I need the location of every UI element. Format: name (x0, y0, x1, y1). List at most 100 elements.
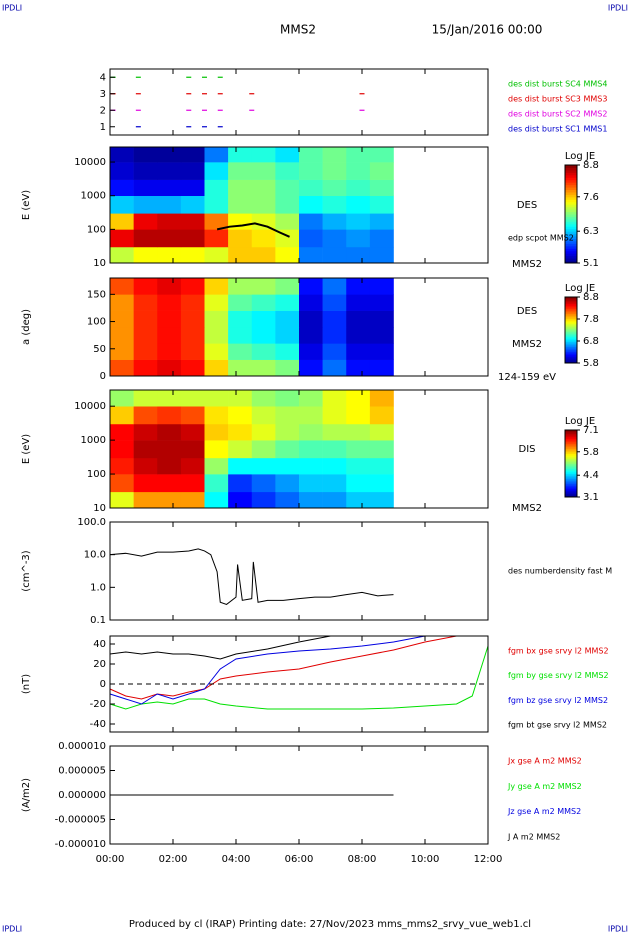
y-tick-label: -20 (90, 699, 106, 710)
heatmap-cell (157, 390, 182, 407)
heatmap-cell (299, 246, 323, 264)
heatmap-cell (110, 179, 134, 196)
heatmap-cell (299, 491, 323, 509)
heatmap-cell (204, 162, 229, 180)
colorbar-step (565, 438, 577, 441)
heatmap-cell (322, 359, 347, 377)
heatmap-cell (369, 179, 394, 196)
heatmap-cell (299, 423, 323, 441)
colorbar-step (565, 169, 577, 173)
colorbar-step (565, 301, 577, 305)
heatmap-cell (322, 327, 347, 344)
colorbar-frame (564, 164, 578, 264)
colorbar-step (565, 233, 577, 237)
y-tick-label: -0.000010 (55, 839, 106, 850)
heatmap-cell (346, 457, 371, 475)
colorbar-step (565, 458, 577, 461)
y-axis-label: a (deg) (21, 309, 32, 345)
y-tick-label: 10 (93, 503, 106, 514)
heatmap-cell (369, 359, 394, 377)
colorbar-step (565, 441, 577, 444)
colorbar-tick-label: 4.4 (583, 470, 599, 481)
annotation: DIS (519, 444, 536, 455)
colorbar-step (565, 303, 577, 306)
heatmap-cell (251, 474, 276, 493)
y-tick-label: 1.0 (90, 582, 106, 593)
heatmap-cell (180, 246, 205, 264)
colorbar-step (565, 172, 577, 176)
heatmap-cell (228, 327, 253, 344)
heatmap-cell (251, 327, 276, 344)
heatmap-cell (110, 474, 134, 493)
heatmap-cell (346, 343, 371, 360)
heatmap-cell (204, 343, 229, 360)
colorbar-step (565, 465, 577, 468)
heatmap-cell (180, 406, 205, 425)
heatmap-cell (275, 195, 300, 214)
colorbar-step (565, 359, 577, 362)
heatmap-cell (322, 440, 347, 459)
heatmap-cell (133, 406, 158, 425)
legend-label: Jx gse A m2 MMS2 (507, 757, 582, 766)
colorbar-title: Log JE (565, 416, 595, 427)
heatmap-cell (180, 179, 205, 196)
heatmap-cell (133, 195, 158, 214)
heatmap-cell (251, 278, 276, 295)
colorbar-step (565, 325, 577, 328)
heatmap-cell (204, 327, 229, 344)
heatmap-cell (369, 343, 394, 360)
heatmap-cell (133, 327, 158, 344)
heatmap-cell (346, 359, 371, 377)
heatmap-cell (322, 195, 347, 214)
colorbar-title: Log JE (565, 151, 595, 162)
colorbar-step (565, 321, 577, 324)
colorbar-tick-label: 6.3 (583, 226, 599, 237)
colorbar-step (565, 446, 577, 449)
colorbar-tick-label: 7.8 (583, 314, 599, 325)
y-tick-label: 1000 (81, 435, 106, 446)
heatmap-cell (322, 390, 347, 407)
x-tick-label: 02:00 (159, 854, 188, 865)
heatmap-cell (369, 213, 394, 230)
heatmap-cell (369, 457, 394, 475)
colorbar-step (565, 204, 577, 208)
heatmap-cell (228, 491, 253, 509)
legend-label: des dist burst SC3 MMS3 (508, 95, 607, 104)
heatmap-cell (204, 246, 229, 264)
x-tick-label: 12:00 (474, 854, 503, 865)
colorbar-step (565, 356, 577, 359)
heatmap-cell (322, 162, 347, 180)
heatmap-cell (133, 147, 158, 163)
colorbar-step (565, 310, 577, 313)
y-tick-label: 0.000005 (58, 766, 106, 777)
legend-label: des dist burst SC1 MMS1 (508, 125, 607, 134)
heatmap-cell (369, 474, 394, 493)
colorbar-step (565, 473, 577, 476)
colorbar-step (565, 466, 577, 470)
heatmap-cell (157, 229, 182, 248)
heatmap-cell (299, 278, 323, 295)
heatmap-cell (180, 491, 205, 509)
heatmap-cell (369, 310, 394, 328)
colorbar-step (565, 456, 577, 459)
colorbar-step (565, 480, 577, 483)
heatmap-cell (110, 213, 134, 230)
colorbar-step (565, 298, 577, 301)
heatmap-cell (157, 162, 182, 180)
heatmap-cell (251, 406, 276, 425)
colorbar-step (565, 455, 577, 458)
heatmap-cell (180, 278, 205, 295)
heatmap-cell (228, 310, 253, 328)
colorbar-step (565, 255, 577, 259)
heatmap-cell (157, 246, 182, 264)
heatmap-cell (251, 213, 276, 230)
heatmap-cell (251, 195, 276, 214)
heatmap-cell (204, 278, 229, 295)
colorbar-step (565, 216, 577, 220)
heatmap-cell (369, 390, 394, 407)
heatmap-cell (180, 310, 205, 328)
heatmap-cell (110, 278, 134, 295)
heatmap-cell (110, 147, 134, 163)
colorbar-step (565, 305, 577, 308)
heatmap-cell (133, 294, 158, 311)
